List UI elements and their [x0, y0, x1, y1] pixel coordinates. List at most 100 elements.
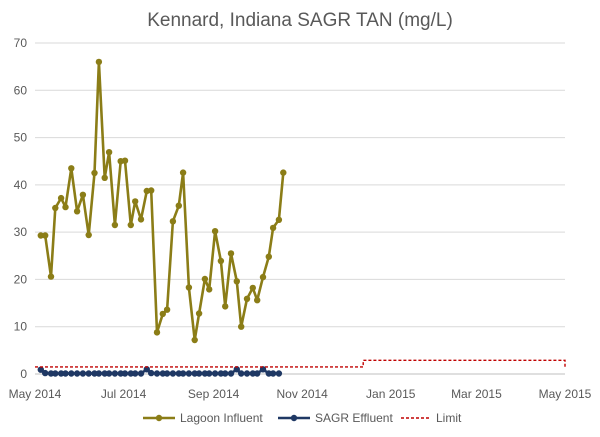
- data-point: [85, 231, 92, 239]
- data-point: [243, 370, 251, 377]
- data-point: [179, 370, 187, 377]
- data-point: [127, 221, 134, 229]
- data-point: [217, 257, 225, 265]
- data-point: [121, 157, 129, 164]
- y-tick-label: 30: [14, 225, 28, 239]
- data-point: [111, 221, 119, 229]
- data-point: [52, 204, 59, 212]
- gridlines: [35, 42, 565, 375]
- data-point: [132, 370, 139, 377]
- data-point: [211, 228, 219, 235]
- legend-marker: [155, 414, 163, 422]
- data-point: [249, 284, 256, 292]
- data-point: [191, 370, 198, 377]
- data-point: [153, 370, 161, 377]
- legend-marker: [290, 414, 298, 422]
- data-point: [275, 216, 283, 223]
- data-point: [259, 366, 267, 373]
- data-point: [163, 370, 171, 377]
- x-tick-label: Jul 2014: [101, 387, 147, 401]
- data-point: [68, 165, 75, 172]
- data-point: [243, 295, 251, 302]
- y-tick-label: 50: [14, 131, 28, 145]
- y-tick-label: 70: [14, 36, 28, 50]
- data-point: [185, 284, 193, 291]
- data-point: [79, 370, 87, 377]
- data-point: [265, 253, 272, 260]
- data-point: [57, 194, 65, 202]
- data-point: [111, 370, 119, 377]
- data-point: [169, 218, 177, 225]
- data-point: [280, 169, 287, 176]
- data-point: [269, 224, 277, 232]
- data-point: [169, 370, 177, 377]
- data-point: [52, 370, 59, 377]
- data-point: [227, 370, 235, 377]
- data-point: [163, 306, 171, 313]
- legend-label: Limit: [436, 411, 462, 425]
- data-point: [259, 273, 267, 281]
- data-point: [185, 370, 193, 377]
- data-point: [91, 169, 98, 177]
- data-point: [159, 310, 166, 318]
- data-point: [101, 370, 108, 377]
- data-point: [238, 323, 245, 330]
- data-point: [195, 370, 203, 377]
- data-point: [62, 203, 69, 211]
- data-point: [148, 187, 155, 194]
- data-point: [254, 297, 261, 304]
- series-lines: [35, 58, 566, 377]
- data-point: [73, 370, 81, 377]
- x-tick-label: Nov 2014: [276, 387, 328, 401]
- legend-item: SAGR Effluent: [278, 411, 393, 425]
- data-point: [132, 198, 139, 205]
- series-line: [35, 359, 566, 368]
- data-point: [191, 336, 198, 344]
- data-point: [206, 286, 213, 293]
- data-point: [153, 329, 161, 336]
- data-point: [211, 370, 219, 377]
- data-point: [105, 149, 113, 156]
- x-tick-label: Mar 2015: [451, 387, 502, 401]
- x-tick-label: May 2015: [539, 387, 592, 401]
- data-point: [47, 273, 55, 280]
- data-point: [254, 370, 261, 377]
- series-limit: [35, 359, 566, 368]
- x-tick-label: May 2014: [9, 387, 62, 401]
- data-point: [42, 232, 49, 239]
- data-point: [37, 232, 44, 239]
- data-point: [121, 370, 129, 377]
- data-point: [62, 370, 69, 377]
- legend-label: SAGR Effluent: [315, 411, 393, 425]
- y-tick-label: 10: [14, 320, 28, 334]
- data-point: [233, 366, 240, 373]
- data-point: [95, 370, 103, 377]
- data-point: [68, 370, 75, 377]
- legend-item: Lagoon Influent: [143, 411, 263, 425]
- data-point: [222, 303, 229, 310]
- data-point: [79, 191, 87, 198]
- legend: Lagoon Influent SAGR Effluent Limit: [143, 411, 462, 425]
- x-axis-tick-labels: May 2014 Jul 2014 Sep 2014 Nov 2014 Jan 2015…: [9, 387, 592, 401]
- data-point: [137, 216, 145, 223]
- data-point: [227, 250, 235, 257]
- data-point: [57, 370, 65, 377]
- data-point: [269, 370, 277, 377]
- y-tick-label: 0: [20, 367, 27, 381]
- y-tick-label: 20: [14, 272, 28, 286]
- data-point: [206, 370, 213, 377]
- data-point: [105, 370, 113, 377]
- chart-title: Kennard, Indiana SAGR TAN (mg/L): [147, 10, 453, 31]
- data-point: [249, 370, 256, 377]
- data-point: [85, 370, 92, 377]
- data-point: [42, 369, 49, 377]
- x-tick-label: Sep 2014: [188, 387, 240, 401]
- series-lagoon-influent: [37, 58, 287, 344]
- data-point: [37, 366, 44, 373]
- data-point: [222, 370, 229, 377]
- data-point: [137, 370, 145, 377]
- data-point: [91, 370, 98, 377]
- x-tick-label: Jan 2015: [366, 387, 416, 401]
- data-point: [127, 370, 134, 377]
